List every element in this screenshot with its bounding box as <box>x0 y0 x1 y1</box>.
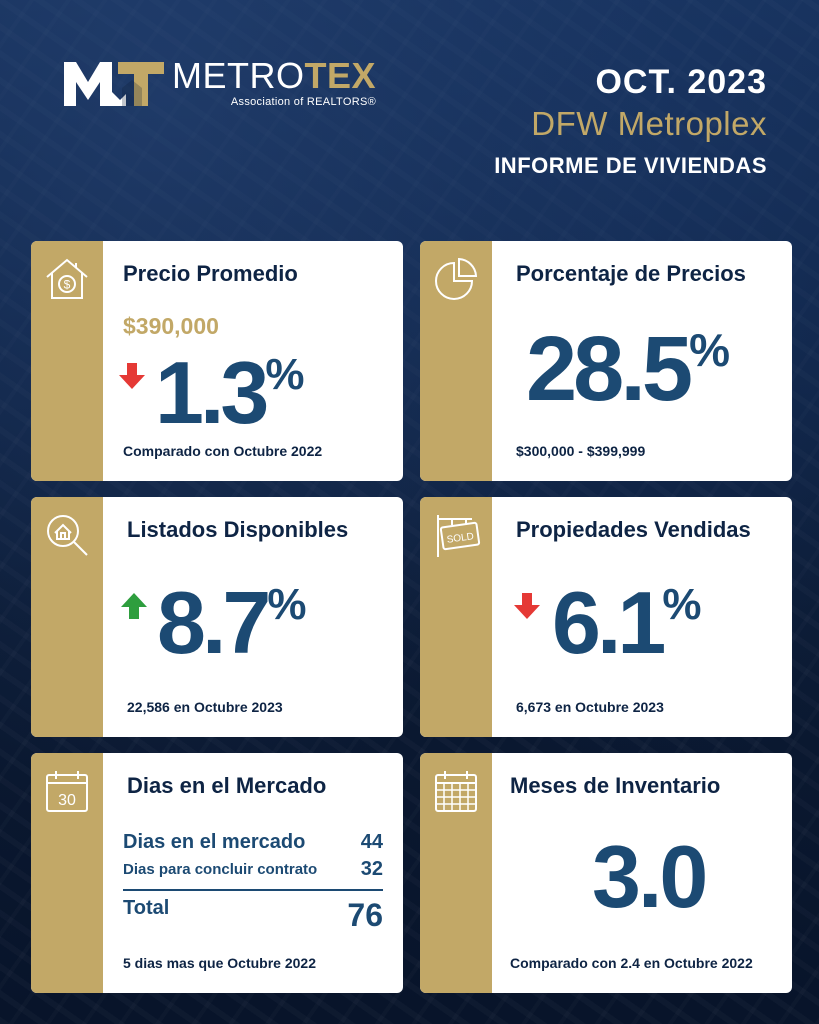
row-label: Total <box>123 897 170 919</box>
card-title: Precio Promedio <box>123 261 298 286</box>
card-strip <box>31 753 103 993</box>
card-caption: 6,673 en Octubre 2023 <box>516 699 664 715</box>
sold-change: 6.1% <box>552 573 702 672</box>
arrow-up-icon <box>119 591 149 621</box>
card-caption: $300,000 - $399,999 <box>516 443 646 459</box>
card-days-on-market: 30 Dias en el Mercado Dias en el mercado… <box>31 753 403 993</box>
row-value: 44 <box>360 831 383 853</box>
card-listings: Listados Disponibles 8.7% 22,586 en Octu… <box>31 497 403 737</box>
calendar-30-icon: 30 <box>43 767 91 815</box>
card-sold: SOLD Propiedades Vendidas 6.1% 6,673 en … <box>420 497 792 737</box>
pie-chart-icon <box>432 255 480 303</box>
svg-text:SOLD: SOLD <box>446 531 475 546</box>
brand-name: METROTEX <box>172 55 377 96</box>
brand-subtitle: Association of REALTORS® <box>230 96 377 108</box>
row-value: 32 <box>360 858 383 880</box>
card-strip <box>420 753 492 993</box>
days-on-market-row: Dias en el mercado 44 <box>123 831 383 854</box>
card-title: Listados Disponibles <box>127 517 349 542</box>
card-strip <box>31 497 103 737</box>
days-to-contract-row: Dias para concluir contrato 32 <box>123 858 383 884</box>
inventory-value: 3.0 <box>592 827 708 926</box>
card-title: Porcentaje de Precios <box>516 261 746 286</box>
card-avg-price: $ Precio Promedio $390,000 1.3% Comparad… <box>31 241 403 481</box>
house-dollar-icon: $ <box>43 255 91 303</box>
card-caption: Comparado con 2.4 en Octubre 2022 <box>510 955 753 971</box>
row-label: Dias en el mercado <box>123 831 306 853</box>
calendar-grid-icon <box>432 767 480 815</box>
avg-price-value: $390,000 <box>123 313 219 339</box>
price-percentage-value: 28.5% <box>526 318 730 420</box>
listings-change: 8.7% <box>157 573 307 672</box>
card-price-percentage: Porcentaje de Precios 28.5% $300,000 - $… <box>420 241 792 481</box>
sold-sign-icon: SOLD <box>432 511 481 559</box>
card-caption: 5 dias mas que Octubre 2022 <box>123 955 316 971</box>
report-date: OCT. 2023 <box>595 63 767 101</box>
card-title: Propiedades Vendidas <box>516 517 751 542</box>
house-search-icon <box>43 511 91 559</box>
metrotex-logo: METROTEX Association of REALTORS® <box>62 58 376 108</box>
card-title: Meses de Inventario <box>510 773 721 798</box>
total-divider <box>123 889 383 891</box>
report-title: INFORME DE VIVIENDAS <box>494 153 767 178</box>
card-strip <box>31 241 103 481</box>
report-header: OCT. 2023 DFW Metroplex INFORME DE VIVIE… <box>494 62 767 186</box>
avg-price-change: 1.3% <box>155 343 305 442</box>
arrow-down-icon <box>512 591 542 621</box>
card-caption: Comparado con Octubre 2022 <box>123 443 323 459</box>
report-region: DFW Metroplex <box>531 105 767 142</box>
row-label: Dias para concluir contrato <box>123 861 318 878</box>
card-title: Dias en el Mercado <box>127 773 327 798</box>
svg-text:$: $ <box>64 278 71 292</box>
card-caption: 22,586 en Octubre 2023 <box>127 699 283 715</box>
row-value: 76 <box>347 897 383 933</box>
arrow-down-icon <box>117 361 147 391</box>
svg-text:30: 30 <box>58 792 76 809</box>
card-months-inventory: Meses de Inventario 3.0 Comparado con 2.… <box>420 753 792 993</box>
mt-logo-mark <box>62 58 166 108</box>
total-row: Total 76 <box>123 897 383 934</box>
card-strip <box>420 497 492 737</box>
